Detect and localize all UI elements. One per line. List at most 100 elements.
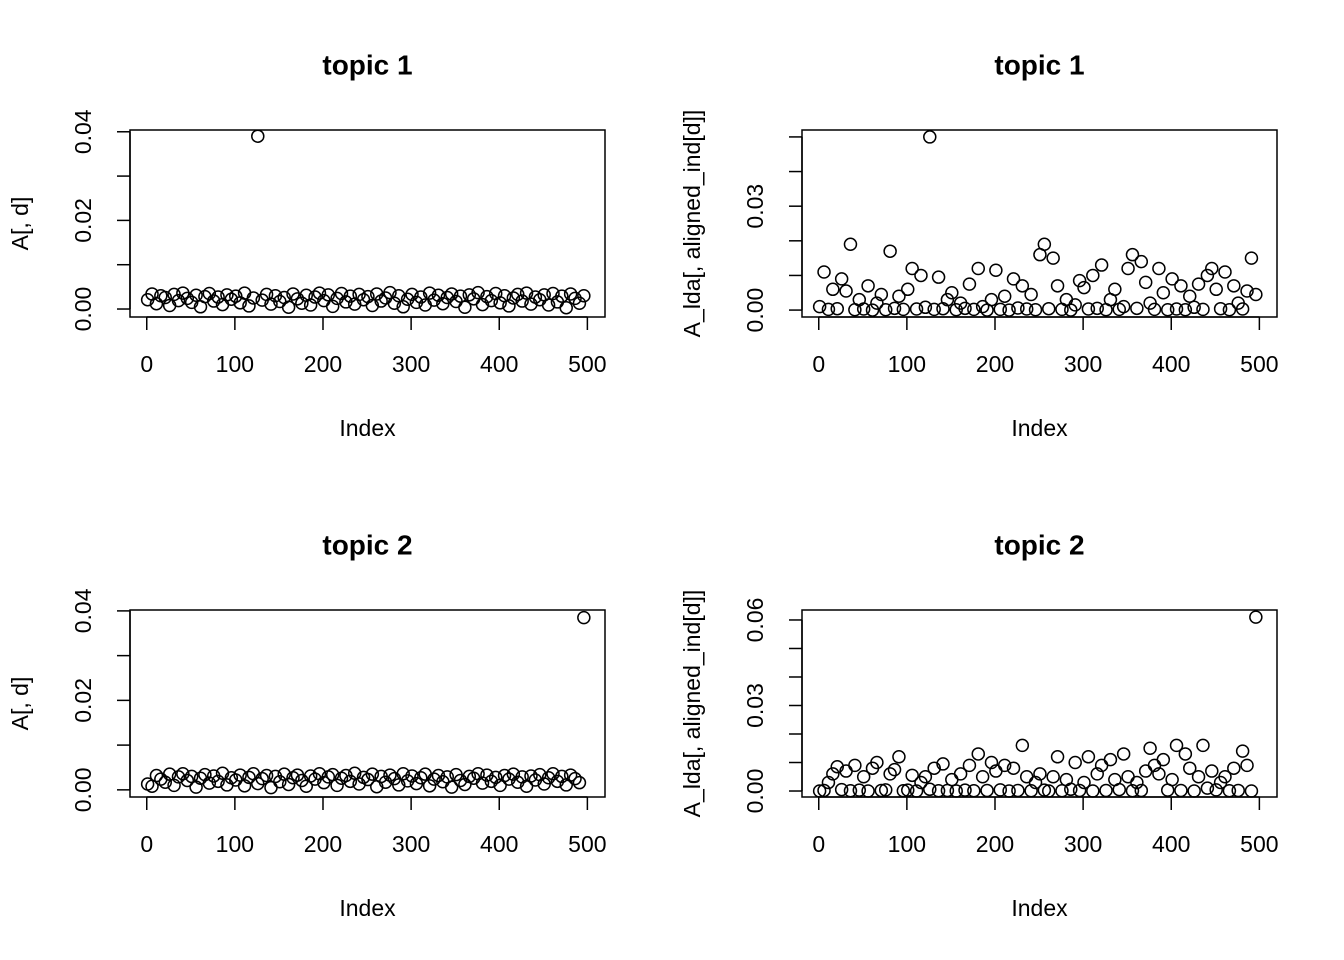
point — [343, 774, 358, 789]
point — [918, 300, 933, 315]
point — [870, 296, 884, 310]
point — [202, 286, 217, 301]
point — [997, 758, 1012, 773]
point — [1227, 279, 1241, 293]
point — [975, 299, 990, 314]
point — [975, 770, 990, 784]
point — [901, 282, 915, 297]
point — [546, 286, 560, 301]
point — [290, 292, 305, 306]
y-tick-label: 0.03 — [742, 184, 768, 229]
point — [962, 758, 977, 773]
point — [1213, 301, 1228, 316]
x-tick-label: 200 — [976, 351, 1014, 377]
point — [378, 775, 393, 789]
x-tick-label: 100 — [888, 351, 926, 377]
point — [171, 770, 186, 784]
point — [852, 292, 867, 307]
point — [1200, 781, 1215, 795]
point — [563, 768, 578, 782]
point — [1108, 282, 1122, 297]
point — [1068, 755, 1082, 770]
point — [1037, 783, 1052, 797]
point — [843, 783, 858, 798]
point — [572, 775, 587, 790]
point — [370, 287, 384, 301]
x-axis-label: Index — [1011, 895, 1068, 921]
x-tick-label: 300 — [1064, 831, 1102, 857]
point — [343, 289, 358, 303]
point — [1011, 301, 1025, 315]
y-axis-label: A[, d] — [7, 197, 33, 251]
point — [555, 289, 569, 303]
point — [1081, 302, 1096, 316]
point — [303, 769, 318, 783]
point — [1050, 750, 1065, 764]
point — [1152, 261, 1166, 276]
point — [967, 783, 981, 798]
point — [563, 287, 578, 301]
point — [892, 750, 906, 764]
point — [861, 279, 875, 293]
point — [931, 270, 946, 284]
point — [1205, 261, 1219, 276]
point — [1218, 770, 1232, 784]
point — [484, 293, 499, 308]
point — [405, 769, 419, 783]
x-axis-label: Index — [339, 895, 396, 921]
point — [1160, 302, 1175, 317]
point — [1064, 303, 1078, 317]
point — [1064, 782, 1078, 797]
point — [887, 301, 902, 316]
point — [572, 296, 587, 311]
point — [383, 768, 397, 782]
point — [334, 286, 349, 301]
point — [308, 290, 322, 304]
point — [1046, 251, 1060, 265]
point — [312, 286, 327, 300]
point — [396, 300, 410, 314]
point — [1006, 761, 1021, 775]
point — [1050, 279, 1065, 293]
point — [158, 290, 173, 305]
point — [568, 291, 582, 306]
point — [202, 776, 217, 790]
point — [918, 770, 933, 784]
point — [506, 291, 521, 305]
point — [1165, 272, 1179, 286]
point — [1090, 301, 1104, 316]
y-tick-label: 0.04 — [70, 588, 96, 633]
point — [1178, 747, 1193, 761]
point — [176, 766, 190, 781]
point — [1249, 287, 1263, 302]
point — [189, 288, 203, 303]
point — [577, 288, 591, 303]
point — [874, 783, 889, 798]
point — [264, 780, 278, 795]
y-tick-label: 0.00 — [70, 767, 96, 812]
point — [1028, 775, 1043, 790]
point — [812, 784, 827, 798]
point — [958, 301, 972, 316]
point — [1169, 738, 1184, 753]
point — [1178, 302, 1193, 317]
point — [812, 299, 827, 314]
point — [422, 779, 437, 793]
point — [945, 286, 959, 300]
x-tick-label: 500 — [1240, 351, 1278, 377]
point — [493, 296, 507, 310]
plot-box — [129, 609, 606, 798]
x-tick-label: 0 — [140, 351, 153, 377]
point — [1156, 286, 1171, 300]
x-tick-label: 400 — [480, 831, 518, 857]
point — [1187, 784, 1201, 798]
point — [251, 129, 265, 143]
point — [1209, 783, 1223, 797]
point — [475, 297, 490, 312]
point — [180, 773, 195, 788]
point — [984, 755, 999, 770]
point — [1138, 275, 1153, 290]
x-tick-label: 0 — [812, 351, 825, 377]
point — [936, 757, 950, 771]
point — [1116, 747, 1131, 761]
